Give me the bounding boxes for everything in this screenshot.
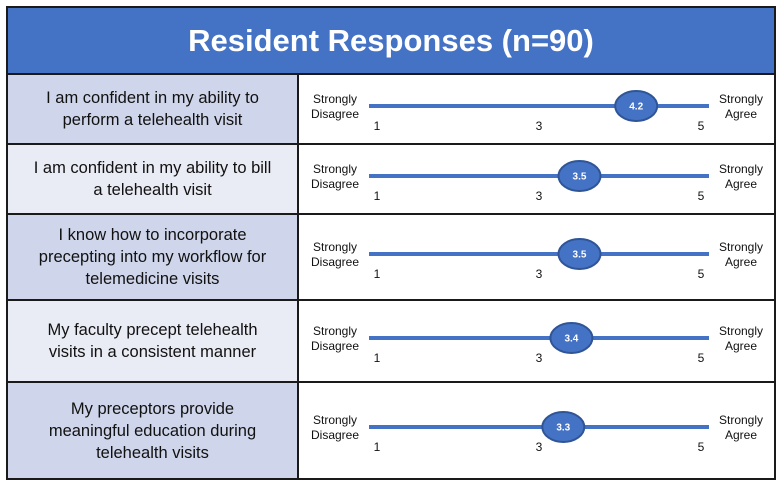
- scale-right-label-line: Strongly: [718, 324, 764, 338]
- chart-title: Resident Responses (n=90): [8, 8, 774, 75]
- scale-tick-label: 1: [374, 189, 381, 203]
- scale-tick-label: 5: [698, 119, 705, 133]
- mean-marker: [549, 322, 594, 354]
- question-line: perform a telehealth visit: [62, 111, 243, 129]
- question-line: My faculty precept telehealth: [47, 321, 258, 339]
- mean-value-label: 3.3: [556, 423, 570, 434]
- likert-scale: Strongly Disagree Strongly Agree 3.4 1 3 5: [299, 301, 774, 381]
- question-label: I am confident in my ability to perform a…: [8, 75, 299, 143]
- scale-left-label-line: Strongly: [312, 324, 358, 338]
- scale-right-label-line: Strongly: [718, 413, 764, 427]
- scale-tick-label: 1: [374, 351, 381, 365]
- mean-marker: [614, 90, 659, 122]
- scale-right-label: Strongly Agree: [713, 162, 769, 192]
- scale-right-label-line: Agree: [724, 428, 758, 442]
- table-row: I am confident in my ability to bill a te…: [8, 145, 774, 215]
- scale-right-label-line: Strongly: [718, 92, 764, 106]
- scale-tick-label: 5: [698, 267, 705, 281]
- likert-scale: Strongly Disagree Strongly Agree 4.2 1 3 5: [299, 75, 774, 143]
- question-line: meaningful education during: [48, 421, 257, 440]
- question-line: My preceptors provide: [70, 399, 235, 418]
- question-label: I am confident in my ability to bill a te…: [8, 145, 299, 213]
- scale-tick-label: 3: [536, 351, 543, 365]
- table-row: My preceptors provide meaningful educatio…: [8, 383, 774, 478]
- question-line: visits in a consistent manner: [48, 343, 257, 361]
- scale-tick-label: 3: [536, 119, 543, 133]
- scale-right-label-line: Agree: [724, 255, 758, 269]
- scale-left-label-line: Strongly: [312, 162, 358, 176]
- question-line: I am confident in my ability to bill: [33, 159, 272, 177]
- survey-results-table: Resident Responses (n=90) I am confident…: [6, 6, 776, 480]
- scale-tick-label: 5: [698, 189, 705, 203]
- scale-left-label-line: Disagree: [310, 177, 360, 191]
- likert-scale: Strongly Disagree Strongly Agree 3.5 1 3 5: [299, 145, 774, 213]
- mean-value-label: 3.5: [573, 250, 587, 261]
- scale-left-label: Strongly Disagree: [307, 413, 363, 443]
- scale-right-label: Strongly Agree: [713, 92, 769, 122]
- question-line: a telehealth visit: [93, 181, 212, 199]
- scale-left-label: Strongly Disagree: [307, 92, 363, 122]
- question-line: I know how to incorporate: [58, 226, 247, 244]
- scale-tick-label: 3: [536, 189, 543, 203]
- scale-left-label-line: Disagree: [310, 339, 360, 353]
- table-row: My faculty precept telehealth visits in a…: [8, 301, 774, 383]
- scale-tick-label: 1: [374, 267, 381, 281]
- scale-plot: 3.5 1 3 5: [369, 160, 709, 203]
- question-label: My faculty precept telehealth visits in a…: [8, 301, 299, 381]
- scale-right-label-line: Strongly: [718, 162, 764, 176]
- scale-right-label: Strongly Agree: [713, 324, 769, 354]
- scale-left-label-line: Strongly: [312, 92, 358, 106]
- question-label: I know how to incorporate precepting into…: [8, 215, 299, 299]
- scale-right-label-line: Agree: [724, 177, 758, 191]
- scale-tick-label: 5: [698, 351, 705, 365]
- scale-right-label-line: Strongly: [718, 240, 764, 254]
- scale-left-label-line: Strongly: [312, 240, 358, 254]
- scale-right-label: Strongly Agree: [713, 413, 769, 443]
- scale-plot: 3.4 1 3 5: [369, 322, 709, 365]
- question-line: telehealth visits: [96, 443, 209, 462]
- question-line: I am confident in my ability to: [46, 89, 259, 107]
- scale-tick-label: 3: [536, 440, 543, 454]
- mean-marker: [557, 160, 602, 192]
- scale-left-label-line: Disagree: [310, 107, 360, 121]
- scale-right-label-line: Agree: [724, 107, 758, 121]
- mean-value-label: 3.5: [573, 172, 587, 183]
- scale-right-label-line: Agree: [724, 339, 758, 353]
- scale-tick-label: 5: [698, 440, 705, 454]
- table-row: I know how to incorporate precepting into…: [8, 215, 774, 301]
- mean-marker: [541, 411, 586, 443]
- likert-scale: Strongly Disagree Strongly Agree 3.5 1 3 5: [299, 215, 774, 299]
- scale-right-label: Strongly Agree: [713, 240, 769, 270]
- mean-value-label: 3.4: [564, 334, 578, 345]
- scale-left-label-line: Disagree: [310, 428, 360, 442]
- mean-marker: [557, 238, 602, 270]
- scale-plot: 3.5 1 3 5: [369, 238, 709, 281]
- scale-left-label: Strongly Disagree: [307, 162, 363, 192]
- scale-tick-label: 1: [374, 119, 381, 133]
- mean-value-label: 4.2: [629, 102, 643, 113]
- question-line: telemedicine visits: [85, 270, 220, 288]
- likert-scale: Strongly Disagree Strongly Agree 3.3 1 3 5: [299, 383, 774, 478]
- scale-tick-label: 3: [536, 267, 543, 281]
- scale-left-label: Strongly Disagree: [307, 240, 363, 270]
- table-row: I am confident in my ability to perform a…: [8, 75, 774, 145]
- scale-left-label-line: Disagree: [310, 255, 360, 269]
- question-line: precepting into my workflow for: [38, 248, 267, 266]
- scale-left-label: Strongly Disagree: [307, 324, 363, 354]
- scale-left-label-line: Strongly: [312, 413, 358, 427]
- scale-tick-label: 1: [374, 440, 381, 454]
- scale-plot: 4.2 1 3 5: [369, 90, 709, 133]
- question-label: My preceptors provide meaningful educatio…: [8, 383, 299, 478]
- scale-plot: 3.3 1 3 5: [369, 411, 709, 454]
